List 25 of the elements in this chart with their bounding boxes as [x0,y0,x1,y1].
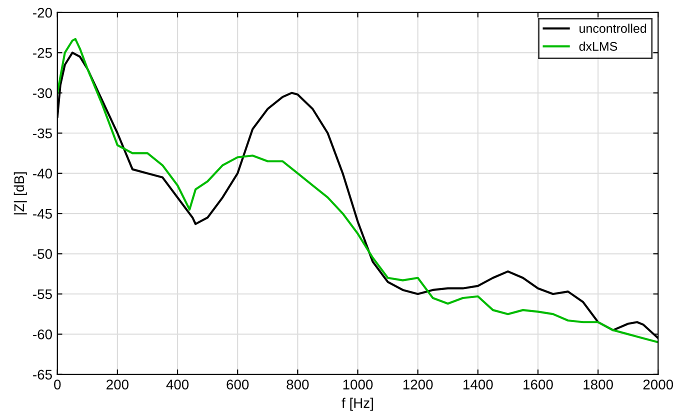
legend-label: dxLMS [579,42,618,51]
x-tick-label: 800 [286,380,309,390]
y-tick-label: -65 [33,370,52,380]
y-tick-label: -50 [33,249,52,259]
x-tick-label: 600 [226,380,249,390]
x-tick-label: 400 [166,380,189,390]
y-tick-label: -35 [33,128,52,138]
y-tick-label: -55 [33,289,52,300]
y-tick-label: -45 [33,209,52,219]
x-tick-label: 200 [106,380,128,390]
y-tick-label: -20 [33,8,52,18]
x-axis-title: f [Hz] [342,398,373,411]
x-tick-label: 2000 [643,380,674,390]
x-tick-label: 1600 [524,380,553,390]
x-tick-label: 0 [54,380,61,390]
y-tick-label: -30 [33,88,52,98]
x-tick-label: 1400 [464,380,493,390]
legend-label: uncontrolled [580,24,646,33]
x-tick-label: 1200 [403,380,433,390]
y-tick-label: -25 [33,48,52,58]
y-tick-label: -40 [33,168,52,179]
y-axis-title: |Z| [dB] [14,172,27,214]
y-tick-label: -60 [33,330,52,340]
x-tick-label: 1000 [343,380,373,390]
x-tick-label: 1800 [584,380,613,390]
